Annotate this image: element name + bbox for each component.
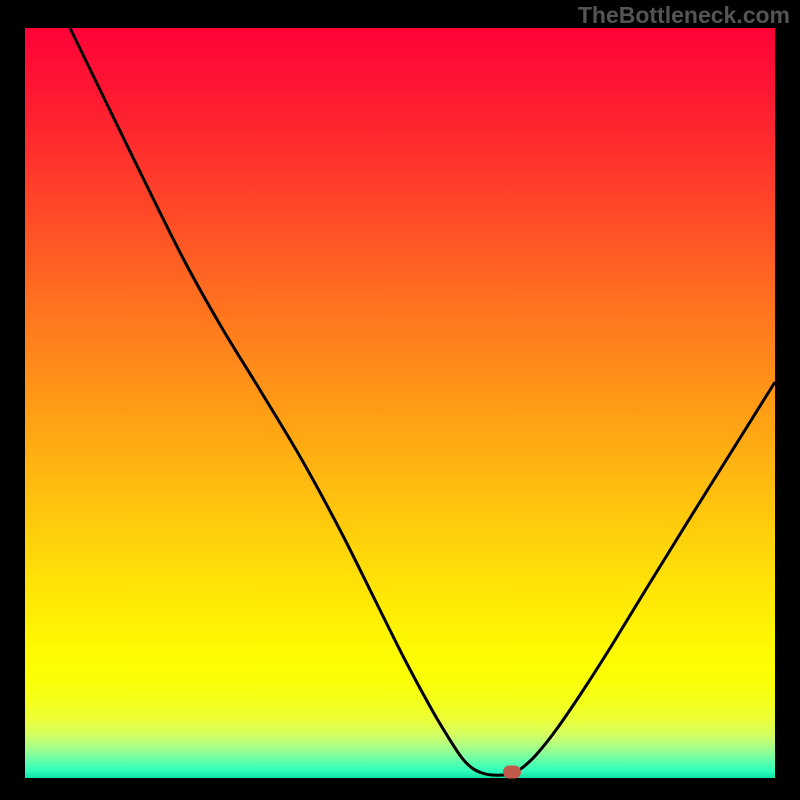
optimum-marker (503, 766, 521, 779)
plot-background (25, 28, 775, 778)
plot-svg (0, 0, 800, 800)
watermark-label: TheBottleneck.com (578, 2, 790, 29)
